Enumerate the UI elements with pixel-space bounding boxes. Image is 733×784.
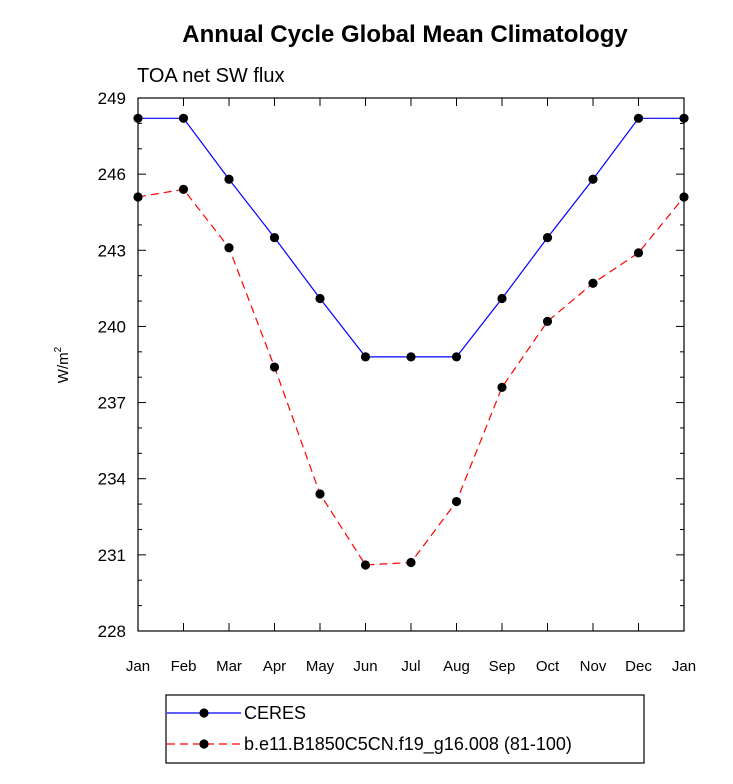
series-1-point — [451, 496, 462, 507]
plot-frame — [137, 97, 685, 632]
x-tick-label: Jul — [401, 658, 420, 675]
series-1-point — [178, 184, 189, 194]
series-1-point — [360, 560, 371, 570]
y-axis-label-superscript: 2 — [53, 346, 64, 352]
legend-label-ceres: CERES — [244, 703, 306, 723]
x-tick-label: Jun — [353, 658, 377, 675]
series-0-point — [224, 174, 234, 184]
series-line-0 — [138, 117, 684, 358]
series-1-point — [633, 248, 644, 258]
y-tick-label: 234 — [98, 470, 126, 489]
x-tick-label: Jan — [672, 658, 696, 675]
series-line-1 — [137, 188, 685, 566]
legend-marker-ceres — [199, 708, 209, 718]
series-lines — [137, 117, 685, 566]
x-tick-label: Oct — [536, 658, 560, 675]
series-1-point — [224, 243, 234, 253]
y-axis-ticks: 228 231 234 237 240 243 246 249 — [98, 89, 684, 641]
y-axis-label: W/m2 — [53, 346, 72, 383]
series-markers — [133, 113, 689, 570]
y-tick-label: 231 — [98, 546, 126, 565]
series-0-point — [406, 352, 416, 362]
svg-text:W/m2: W/m2 — [53, 346, 72, 383]
x-axis-ticks: Jan Feb Mar Apr May Jun Jul Aug Sep Oct Nov Dec Jan — [126, 98, 696, 675]
y-tick-label: 240 — [98, 317, 126, 336]
x-tick-label: Feb — [171, 658, 197, 675]
series-0-point — [269, 232, 280, 243]
y-tick-label: 246 — [98, 165, 126, 184]
series-1-point — [406, 557, 416, 568]
y-tick-label: 243 — [98, 241, 126, 260]
series-0-point — [588, 174, 598, 184]
legend-box — [165, 694, 645, 764]
series-0-point — [178, 113, 189, 123]
series-0-point — [497, 293, 507, 304]
legend-label-model: b.e11.B1850C5CN.f19_g16.008 (81-100) — [244, 734, 572, 755]
legend-marker-model — [199, 739, 209, 749]
series-0-point — [451, 352, 462, 362]
x-tick-label: May — [306, 658, 335, 675]
series-0-point — [633, 113, 644, 123]
y-axis-label-text: W/m — [55, 352, 72, 383]
series-1-point — [269, 362, 280, 372]
series-1-point — [542, 316, 553, 326]
x-tick-label: Sep — [489, 658, 516, 675]
series-0-point — [315, 293, 325, 304]
series-1-point — [315, 489, 325, 499]
series-1-point — [497, 382, 507, 392]
x-tick-label: Aug — [443, 658, 470, 675]
chart-subtitle: TOA net SW flux — [137, 65, 284, 87]
y-tick-label: 228 — [98, 622, 126, 641]
y-tick-label: 237 — [98, 394, 126, 413]
series-0-point — [542, 232, 553, 243]
chart-title: Annual Cycle Global Mean Climatology — [182, 21, 628, 48]
x-tick-label: Jan — [126, 658, 150, 675]
series-1-point — [588, 278, 598, 288]
legend: CERES b.e11.B1850C5CN.f19_g16.008 (81-10… — [165, 694, 645, 764]
x-tick-label: Mar — [216, 658, 242, 675]
x-tick-label: Dec — [625, 658, 652, 675]
x-tick-label: Apr — [263, 658, 286, 675]
x-tick-label: Nov — [580, 658, 607, 675]
y-tick-label: 249 — [98, 89, 126, 108]
series-0-point — [360, 352, 371, 362]
